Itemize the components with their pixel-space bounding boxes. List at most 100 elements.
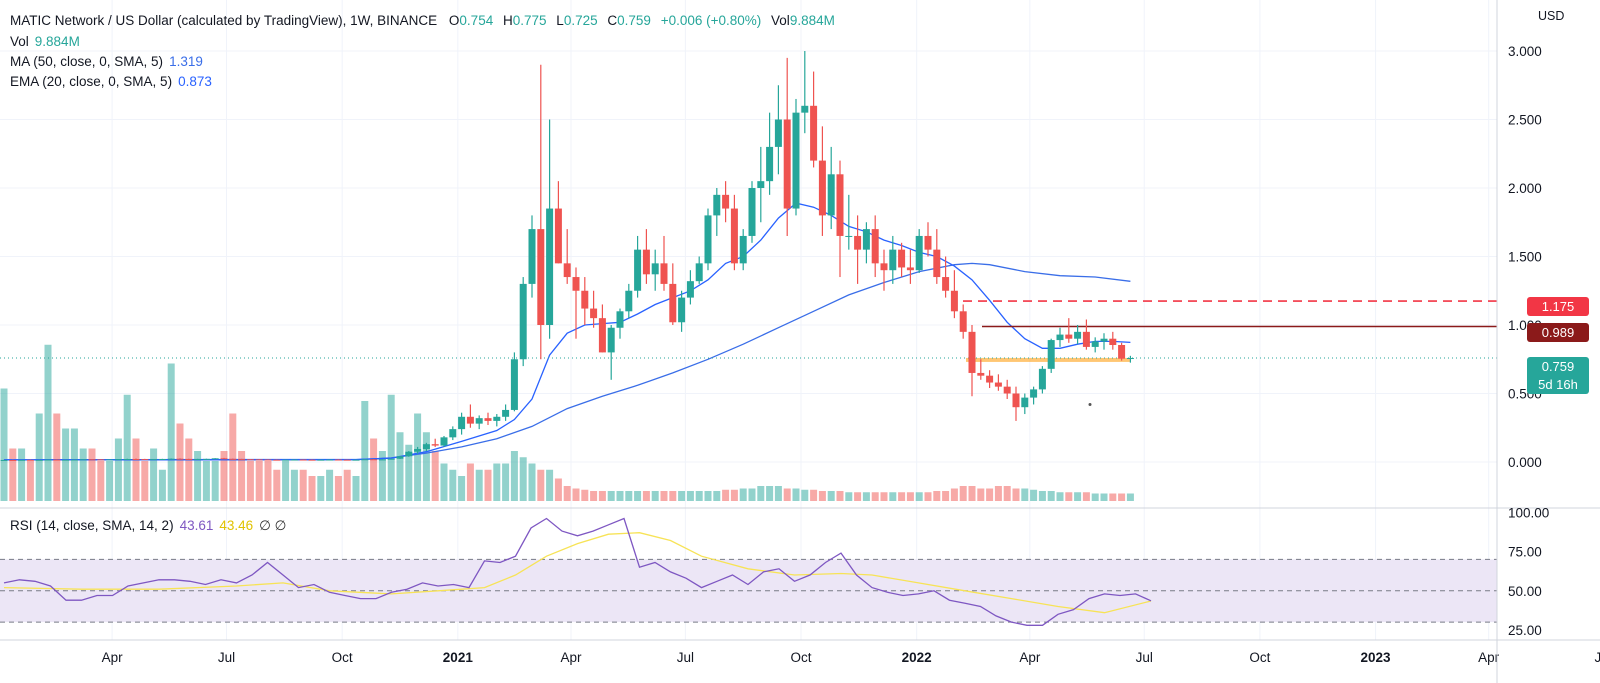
volume-bar	[722, 489, 730, 501]
candle-body	[326, 459, 334, 461]
volume-bar	[475, 469, 483, 501]
volume-bar	[352, 476, 360, 501]
change-value: +0.006 (+0.80%)	[660, 13, 762, 28]
volume-bar	[35, 413, 43, 501]
candle-body	[79, 459, 87, 461]
candle-body	[440, 437, 448, 446]
volume-bar	[660, 491, 668, 501]
candle-body	[141, 459, 149, 461]
candle-body	[502, 409, 510, 417]
candle-body	[607, 327, 615, 353]
candle-body	[70, 459, 78, 461]
candle-body	[458, 416, 466, 430]
candle-body	[229, 458, 237, 460]
candle-body	[264, 459, 272, 461]
volume-bar	[616, 491, 624, 501]
candle-body	[405, 451, 413, 457]
stray-dot	[1088, 402, 1092, 406]
candle-body	[959, 311, 967, 332]
candle-body	[449, 429, 457, 438]
ema-legend[interactable]: EMA (20, close, 0, SMA, 5) 0.873	[10, 74, 212, 89]
volume-bar	[546, 469, 554, 501]
time-tick-label: 2022	[902, 650, 932, 665]
volume-bar	[1091, 493, 1099, 501]
volume-bar	[326, 469, 334, 501]
candle-body	[625, 290, 633, 312]
rsi-line	[3, 517, 1152, 626]
low-value: 0.725	[563, 13, 598, 28]
ema-value: 0.873	[178, 74, 212, 89]
volume-bar	[158, 469, 166, 501]
candle-body	[792, 112, 800, 209]
rsi-panel	[0, 517, 1497, 626]
volume-value: 9.884M	[789, 13, 835, 28]
candle-body	[546, 208, 554, 325]
countdown-label: 5d 16h	[1527, 375, 1589, 394]
candle-body	[845, 235, 853, 237]
close-value: 0.759	[617, 13, 651, 28]
volume-bar	[651, 491, 659, 501]
volume-bar	[1082, 492, 1090, 501]
candle-body	[766, 146, 774, 182]
time-tick-label: Jul	[1594, 650, 1600, 665]
volume-bar	[1109, 493, 1117, 501]
candle-body	[862, 229, 870, 250]
volume-bar	[854, 492, 862, 501]
candle-body	[194, 458, 202, 460]
volume-bar	[959, 486, 967, 501]
rsi-value: 43.61	[179, 518, 214, 533]
candle-body	[933, 249, 941, 278]
candle-body	[387, 458, 395, 460]
volume-bar	[176, 423, 184, 501]
volume-bar	[246, 461, 254, 501]
volume-bar	[62, 428, 70, 501]
volume-bar	[1047, 491, 1055, 501]
candle-body	[590, 308, 598, 319]
candle-body	[53, 459, 61, 461]
symbol-title[interactable]: MATIC Network / US Dollar (calculated by…	[10, 13, 438, 28]
candle-body	[106, 459, 114, 461]
rsi-sma-line	[3, 532, 1152, 614]
candle-body	[528, 229, 536, 284]
volume-bar	[801, 489, 809, 501]
volume-bar	[625, 491, 633, 501]
volume-legend[interactable]: Vol 9.884M	[10, 34, 80, 49]
candle-body	[1003, 386, 1011, 394]
candle-body	[686, 281, 694, 298]
volume-bar	[1030, 489, 1038, 501]
rsi-legend[interactable]: RSI (14, close, SMA, 14, 2) 43.61 43.46 ∅ ∅	[10, 518, 286, 534]
time-tick-label: Apr	[560, 650, 582, 665]
volume-bar	[598, 491, 606, 501]
ma50-line	[3, 262, 1131, 461]
candle-body	[26, 459, 34, 461]
candle-body	[238, 459, 246, 461]
candle-body	[211, 458, 219, 460]
candle-body	[361, 459, 369, 461]
volume-bar	[255, 461, 263, 501]
horizontal-levels[interactable]	[0, 300, 1497, 406]
volume-bar	[810, 489, 818, 501]
volume-bar	[343, 469, 351, 501]
candle-body	[704, 215, 712, 264]
candle-body	[810, 105, 818, 161]
candle-body	[950, 290, 958, 312]
volume-bar	[361, 401, 369, 501]
volume-bar	[141, 461, 149, 501]
resistance-price-label: 1.175	[1527, 297, 1589, 316]
candle-body	[343, 459, 351, 461]
candle-body	[220, 458, 228, 460]
candle-body	[466, 416, 474, 424]
ma-legend[interactable]: MA (50, close, 0, SMA, 5) 1.319	[10, 54, 203, 69]
ma-value: 1.319	[169, 54, 203, 69]
candle-body	[299, 459, 307, 461]
candle-body	[44, 459, 52, 461]
volume-bar	[572, 488, 580, 501]
volume-bar	[678, 491, 686, 501]
level-price-label: 0.989	[1527, 323, 1589, 342]
volume-bar	[1038, 491, 1046, 501]
volume-bar	[449, 469, 457, 501]
candle-body	[317, 459, 325, 461]
volume-bar	[774, 486, 782, 501]
